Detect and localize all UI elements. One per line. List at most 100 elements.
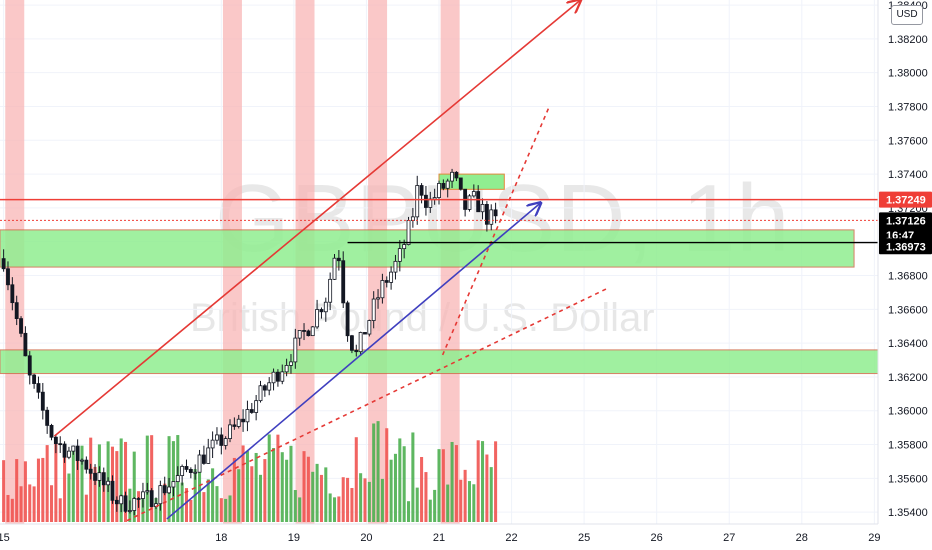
candle-body xyxy=(219,434,224,446)
price-tick-label: 1.38000 xyxy=(888,68,928,80)
candle-body xyxy=(119,495,124,505)
price-tick-label: 1.37800 xyxy=(888,101,928,113)
candle-body xyxy=(6,268,10,286)
volume-bar xyxy=(206,479,210,522)
volume-bar xyxy=(420,457,424,522)
candle-body xyxy=(389,271,394,283)
time-tick-label: 27 xyxy=(723,532,735,544)
price-badge-last: 1.37126 xyxy=(886,215,926,227)
volume-bar xyxy=(346,477,350,522)
volume-bar xyxy=(433,489,437,522)
candle-body xyxy=(223,438,228,446)
volume-bar xyxy=(311,471,315,522)
volume-bar xyxy=(306,456,310,522)
candle-body xyxy=(53,436,58,445)
candle-body xyxy=(397,248,402,262)
price-badge-last: 1.36973 xyxy=(886,241,926,253)
price-tick-label: 1.37600 xyxy=(888,135,928,147)
volume-bar xyxy=(315,463,319,522)
volume-bar xyxy=(119,438,123,522)
volume-bar xyxy=(15,459,19,522)
volume-bar xyxy=(19,486,23,522)
candle-body xyxy=(393,260,398,273)
volume-bar xyxy=(202,492,206,522)
volume-bar xyxy=(489,467,493,522)
candle-body xyxy=(445,180,450,189)
currency-button[interactable]: USD xyxy=(891,5,923,25)
candle-body xyxy=(184,466,189,470)
volume-bar xyxy=(28,484,32,522)
candle-body xyxy=(415,185,420,218)
candle-body xyxy=(106,480,111,486)
candle-body xyxy=(162,485,167,494)
channel-top xyxy=(53,0,580,437)
candle-body xyxy=(280,371,285,382)
candle-body xyxy=(201,454,206,464)
volume-bar xyxy=(289,445,293,522)
volume-bar xyxy=(441,449,445,522)
volume-bar xyxy=(324,467,328,522)
volume-bar xyxy=(45,445,49,522)
candle-body xyxy=(127,510,132,512)
candle-body xyxy=(437,183,441,198)
candle-body xyxy=(289,361,293,366)
candle-body xyxy=(40,391,45,411)
volume-bar xyxy=(23,461,27,522)
candle-body xyxy=(441,183,446,189)
candle-body xyxy=(171,481,176,488)
volume-bar xyxy=(367,481,371,522)
volume-bar xyxy=(67,473,71,522)
volume-bar xyxy=(272,448,276,522)
drawing-layer xyxy=(53,0,610,522)
price-tick-label: 1.35600 xyxy=(888,473,928,485)
volume-bar xyxy=(245,451,249,522)
volume-bar xyxy=(2,460,6,522)
channel-mid xyxy=(441,106,551,356)
volume-bar xyxy=(49,485,54,522)
candle-body xyxy=(93,472,97,481)
candle-body xyxy=(384,280,389,283)
price-badge-bg xyxy=(879,191,932,208)
candle-body xyxy=(180,466,185,476)
candle-body xyxy=(358,332,363,353)
time-axis: 15 18 19 20 21 22 25 26 27 28 29 xyxy=(0,532,880,544)
volume-bar xyxy=(415,487,419,522)
candle-body xyxy=(123,495,128,512)
candle-body xyxy=(167,486,171,494)
price-tick-label: 1.36600 xyxy=(888,304,928,316)
volume-bar xyxy=(254,452,258,522)
candle-body xyxy=(88,468,93,474)
candle-body xyxy=(489,209,494,225)
volume-bar xyxy=(407,501,411,522)
candle-body xyxy=(188,469,193,473)
candle-body xyxy=(193,471,198,474)
candle-body xyxy=(406,220,411,245)
time-tick-label: 19 xyxy=(288,532,300,544)
volume-bar xyxy=(341,477,345,522)
volume-bar xyxy=(293,490,297,522)
candle-body xyxy=(306,330,311,337)
time-tick-label: 28 xyxy=(796,532,808,544)
volume-bar xyxy=(481,441,485,522)
price-badge-bg xyxy=(879,212,932,229)
volume-bar xyxy=(319,474,323,522)
candle-body xyxy=(371,298,376,321)
candle-body xyxy=(350,335,354,351)
candle-body xyxy=(458,177,463,190)
candle-body xyxy=(310,326,315,337)
volume-bar xyxy=(71,446,75,522)
volume-bar xyxy=(124,441,128,522)
price-tick-label: 1.35400 xyxy=(888,507,928,519)
time-tick-label: 26 xyxy=(651,532,663,544)
volume-bar xyxy=(154,498,158,522)
volume-bar xyxy=(184,488,189,522)
candle-body xyxy=(367,320,372,335)
candle-body xyxy=(158,485,163,505)
volume-bar xyxy=(141,493,145,522)
volume-bar xyxy=(380,478,384,522)
volume-bar xyxy=(485,454,489,522)
volume-bar xyxy=(450,441,454,522)
volume-bar xyxy=(372,423,376,522)
